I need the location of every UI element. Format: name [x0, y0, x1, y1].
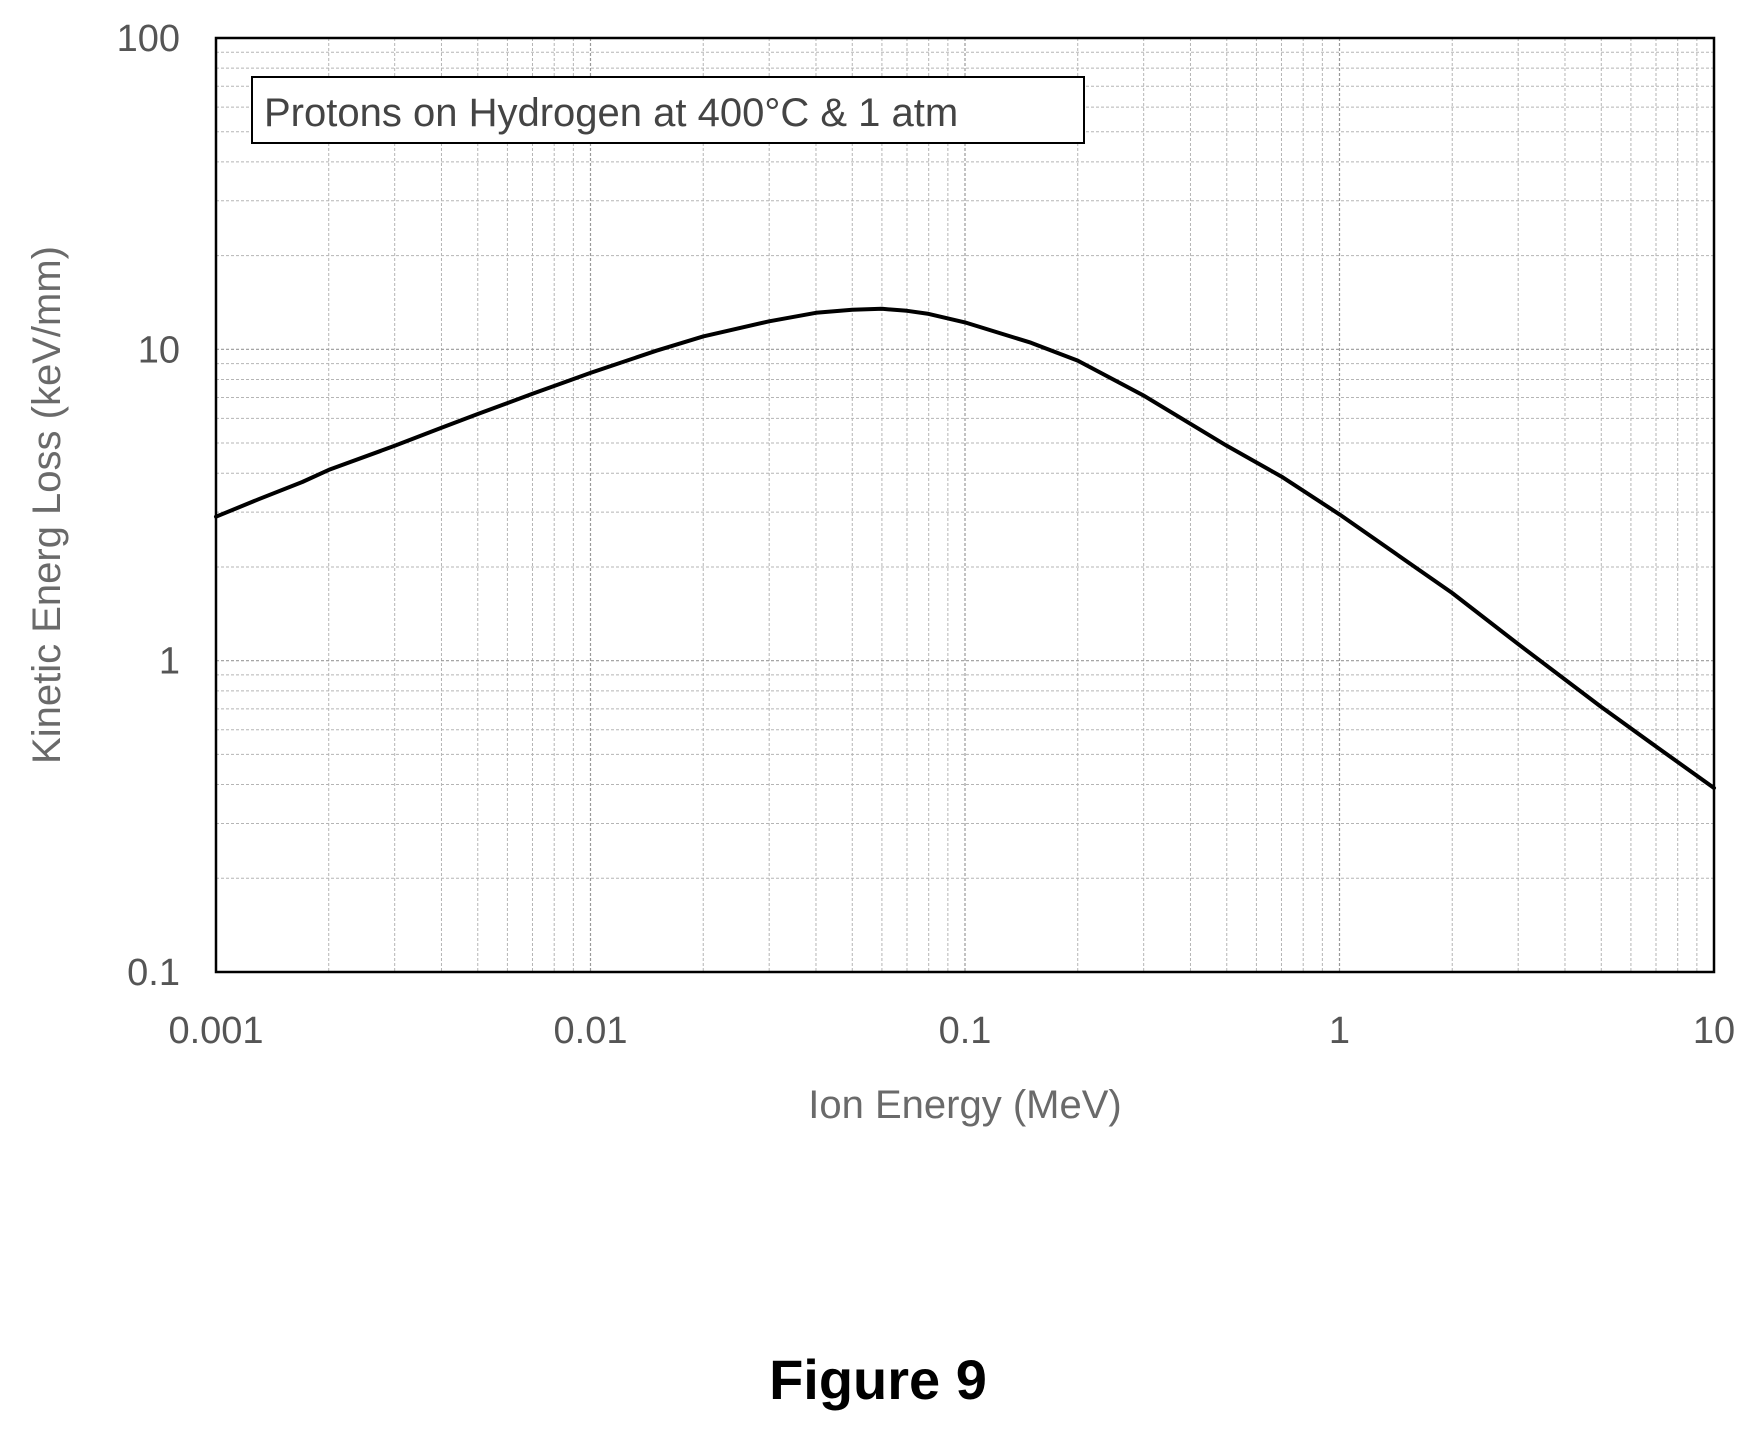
series-line: [214, 306, 1716, 790]
x-axis-title: Ion Energy (MeV): [808, 1083, 1121, 1127]
x-tick-label: 10: [1693, 1010, 1735, 1052]
legend: Protons on Hydrogen at 400°C & 1 atm: [251, 76, 1085, 144]
y-tick-label: 10: [138, 329, 180, 371]
x-tick-label: 0.1: [939, 1010, 992, 1052]
plot-area-frame: [214, 36, 1716, 974]
y-axis-title: Kinetic Energ Loss (keV/mm): [25, 246, 69, 764]
y-tick-label: 0.1: [127, 952, 180, 994]
y-tick-labels: 0.1 1 10 100: [117, 18, 180, 994]
legend-box: [251, 76, 1085, 144]
x-tick-label: 1: [1329, 1010, 1350, 1052]
x-tick-label: 0.01: [554, 1010, 628, 1052]
x-tick-label: 0.001: [168, 1010, 263, 1052]
legend-text: Protons on Hydrogen at 400°C & 1 atm: [264, 91, 958, 135]
figure-caption: Figure 9: [769, 1348, 987, 1411]
x-tick-labels: 0.001 0.01 0.1 1 10: [168, 1010, 1735, 1052]
y-tick-label: 1: [159, 641, 180, 683]
grid: [215, 37, 1715, 973]
y-tick-label: 100: [117, 18, 180, 60]
